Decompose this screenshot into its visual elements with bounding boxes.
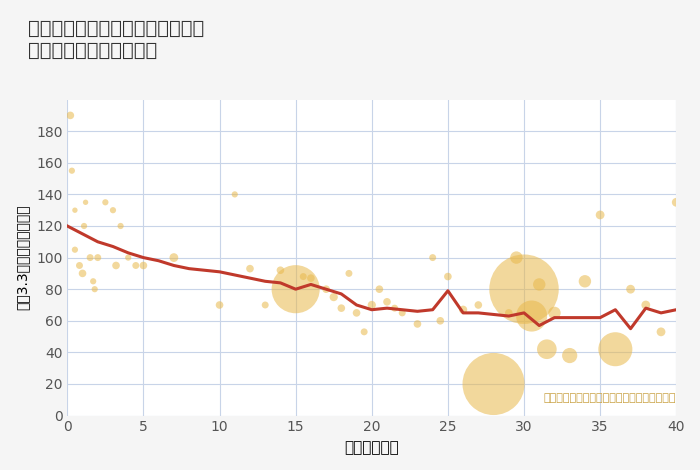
- Point: [65, 112, 76, 119]
- Point: [511, 254, 522, 261]
- Point: [397, 309, 408, 317]
- Point: [640, 301, 652, 309]
- Point: [260, 301, 271, 309]
- Point: [564, 352, 575, 359]
- Point: [382, 298, 393, 306]
- Point: [168, 254, 179, 261]
- Point: [100, 198, 111, 206]
- Point: [503, 309, 514, 317]
- Point: [229, 191, 240, 198]
- Point: [290, 285, 301, 293]
- Point: [473, 301, 484, 309]
- Point: [138, 262, 149, 269]
- Point: [343, 270, 354, 277]
- Point: [366, 301, 377, 309]
- Point: [88, 277, 99, 285]
- X-axis label: 築年数（年）: 築年数（年）: [344, 440, 399, 455]
- Point: [78, 222, 90, 230]
- Point: [305, 274, 316, 282]
- Point: [351, 309, 362, 317]
- Point: [244, 265, 256, 273]
- Point: [74, 262, 85, 269]
- Point: [610, 345, 621, 353]
- Point: [89, 285, 100, 293]
- Point: [488, 380, 499, 388]
- Point: [336, 305, 347, 312]
- Y-axis label: 坪（3.3㎡）単価（万円）: 坪（3.3㎡）単価（万円）: [15, 205, 29, 310]
- Point: [328, 293, 339, 301]
- Point: [358, 328, 370, 336]
- Point: [77, 270, 88, 277]
- Point: [374, 285, 385, 293]
- Point: [321, 285, 332, 293]
- Point: [111, 262, 122, 269]
- Point: [435, 317, 446, 325]
- Point: [275, 266, 286, 274]
- Point: [526, 312, 537, 320]
- Point: [412, 320, 423, 328]
- Point: [625, 285, 636, 293]
- Point: [107, 206, 118, 214]
- Text: 千葉県千葉市花見川区検見川町の
築年数別中古戸建て価格: 千葉県千葉市花見川区検見川町の 築年数別中古戸建て価格: [28, 19, 204, 60]
- Point: [214, 301, 225, 309]
- Point: [541, 345, 552, 353]
- Point: [458, 306, 469, 313]
- Point: [85, 254, 96, 261]
- Point: [519, 285, 530, 293]
- Text: 円の大きさは、取引のあった物件面積を示す: 円の大きさは、取引のあった物件面積を示す: [544, 393, 676, 403]
- Point: [655, 328, 666, 336]
- Point: [549, 309, 560, 317]
- Point: [130, 262, 141, 269]
- Point: [115, 222, 126, 230]
- Point: [69, 246, 80, 253]
- Point: [427, 254, 438, 261]
- Point: [69, 206, 80, 214]
- Point: [671, 198, 682, 206]
- Point: [389, 305, 400, 312]
- Point: [80, 198, 91, 206]
- Point: [92, 254, 104, 261]
- Point: [442, 273, 454, 280]
- Point: [594, 211, 606, 219]
- Point: [580, 277, 591, 285]
- Point: [298, 273, 309, 280]
- Point: [533, 281, 545, 288]
- Point: [66, 167, 78, 174]
- Point: [122, 254, 134, 261]
